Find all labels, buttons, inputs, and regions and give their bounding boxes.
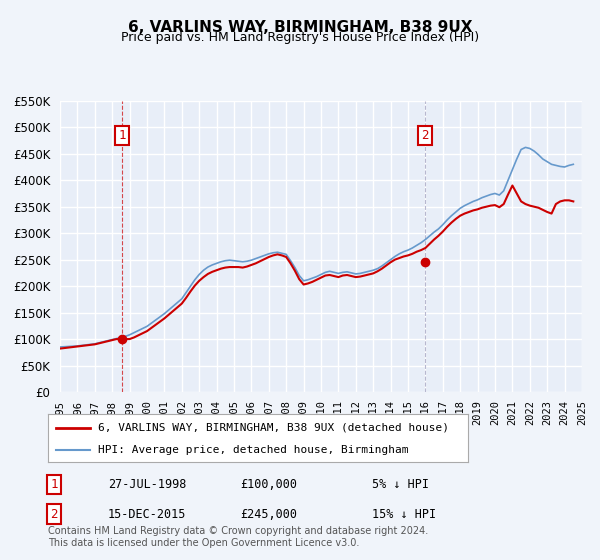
Text: 5% ↓ HPI: 5% ↓ HPI xyxy=(372,478,429,491)
Text: 2: 2 xyxy=(421,129,428,142)
Text: 6, VARLINS WAY, BIRMINGHAM, B38 9UX (detached house): 6, VARLINS WAY, BIRMINGHAM, B38 9UX (det… xyxy=(98,423,449,433)
Text: 1: 1 xyxy=(50,478,58,491)
Text: 15-DEC-2015: 15-DEC-2015 xyxy=(108,507,187,521)
Text: 27-JUL-1998: 27-JUL-1998 xyxy=(108,478,187,491)
Text: Contains HM Land Registry data © Crown copyright and database right 2024.
This d: Contains HM Land Registry data © Crown c… xyxy=(48,526,428,548)
Text: 15% ↓ HPI: 15% ↓ HPI xyxy=(372,507,436,521)
Text: Price paid vs. HM Land Registry's House Price Index (HPI): Price paid vs. HM Land Registry's House … xyxy=(121,31,479,44)
Text: 1: 1 xyxy=(118,129,126,142)
Text: £100,000: £100,000 xyxy=(240,478,297,491)
Text: 2: 2 xyxy=(50,507,58,521)
Text: HPI: Average price, detached house, Birmingham: HPI: Average price, detached house, Birm… xyxy=(98,445,409,455)
Text: £245,000: £245,000 xyxy=(240,507,297,521)
Text: 6, VARLINS WAY, BIRMINGHAM, B38 9UX: 6, VARLINS WAY, BIRMINGHAM, B38 9UX xyxy=(128,20,472,35)
